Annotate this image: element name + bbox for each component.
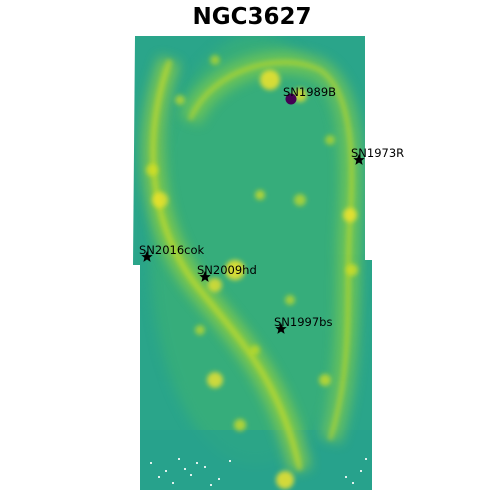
marker-label: SN1989B xyxy=(283,85,336,99)
hii-regions xyxy=(146,55,358,489)
marker-sn1997bs: SN1997bs xyxy=(274,315,332,334)
star-marker-icon xyxy=(199,271,211,282)
star-marker-icon xyxy=(275,323,287,334)
image-noise xyxy=(150,458,367,486)
marker-label: SN1997bs xyxy=(274,315,332,329)
star-marker-icon xyxy=(141,251,153,262)
star-marker-icon xyxy=(353,154,365,165)
marker-sn1989b: SN1989B xyxy=(283,85,336,105)
galaxy-image xyxy=(133,36,372,490)
circle-marker-icon xyxy=(285,93,297,105)
marker-label: SN2016cok xyxy=(139,243,205,257)
marker-sn2009hd: SN2009hd xyxy=(197,263,257,282)
marker-sn1973r: SN1973R xyxy=(351,146,404,165)
figure-title: NGC3627 xyxy=(192,4,312,30)
marker-sn2016cok: SN2016cok xyxy=(139,243,205,262)
marker-label: SN2009hd xyxy=(197,263,257,277)
marker-label: SN1973R xyxy=(351,146,404,160)
